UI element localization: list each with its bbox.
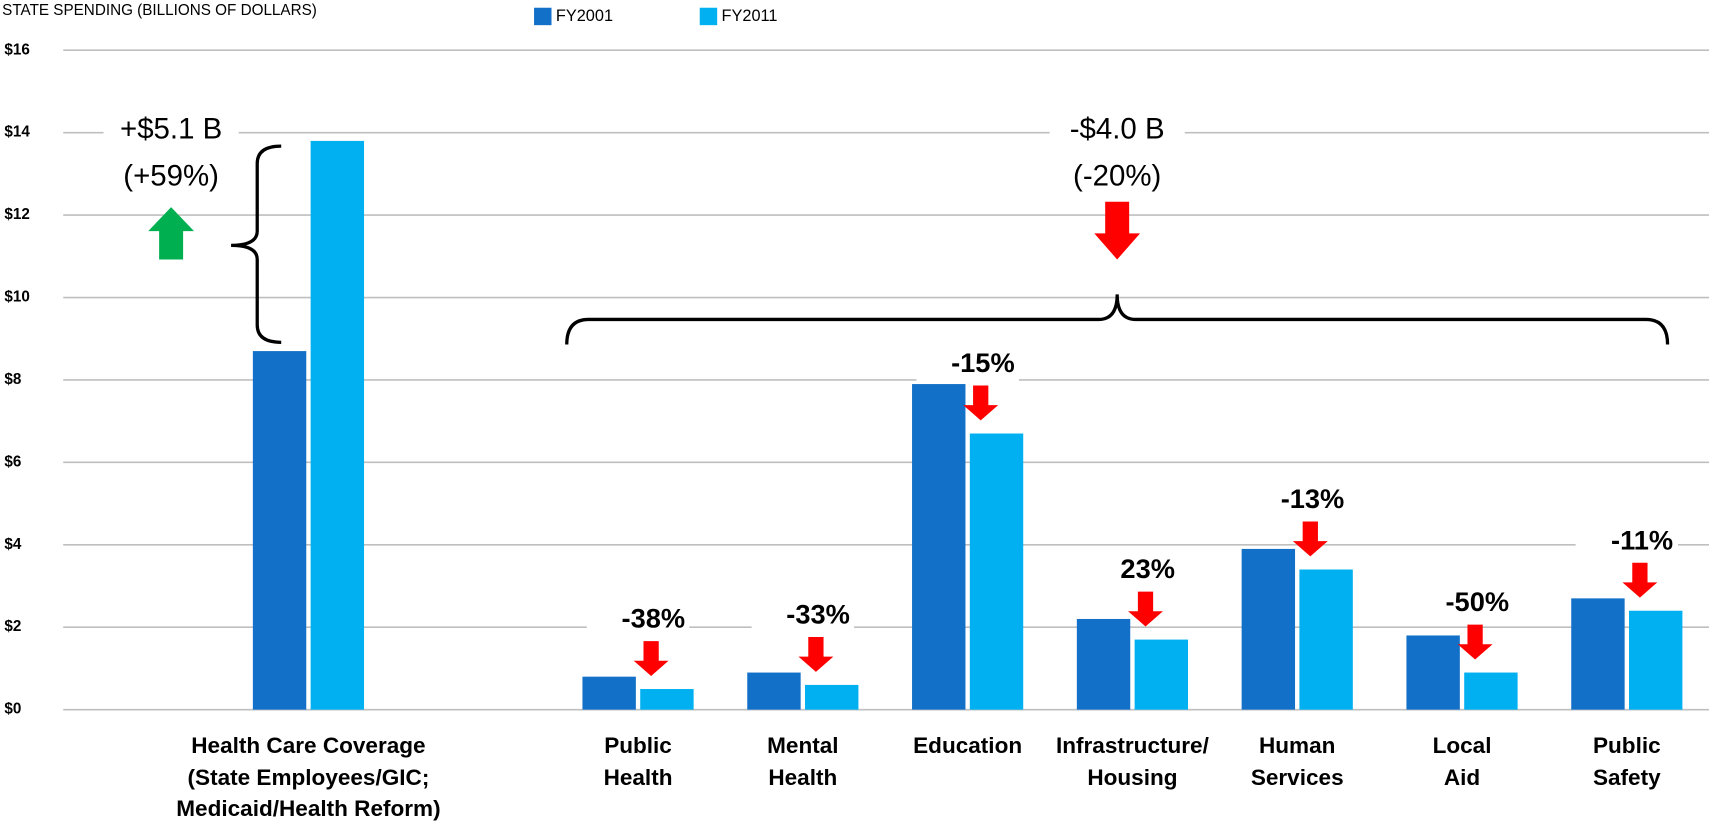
up-arrow bbox=[148, 207, 195, 260]
legend-label: FY2001 bbox=[556, 7, 613, 25]
bar bbox=[640, 689, 694, 710]
x-tick-label: Mental Health bbox=[767, 733, 839, 790]
legend-swatch bbox=[699, 7, 718, 26]
change-label: -50% bbox=[1445, 586, 1509, 617]
y-tick-label: $0 bbox=[4, 701, 21, 718]
legend-swatch bbox=[534, 7, 552, 26]
bar bbox=[747, 672, 801, 710]
annotation: (-20%) bbox=[1073, 160, 1161, 193]
x-tick-label: Education bbox=[913, 733, 1023, 759]
legend-label: FY2011 bbox=[722, 7, 778, 25]
change-label: -33% bbox=[786, 598, 850, 629]
label-bg bbox=[751, 599, 855, 633]
label-bg bbox=[1081, 554, 1184, 588]
label-bg bbox=[103, 158, 239, 198]
bar bbox=[1241, 548, 1296, 710]
label-bg bbox=[103, 111, 239, 151]
x-tick-label: Health Care Coverage (State Employees/GI… bbox=[176, 733, 441, 822]
bar bbox=[1628, 610, 1683, 710]
x-tick-label: Public Health bbox=[603, 733, 673, 790]
label-bg bbox=[916, 348, 1019, 382]
y-tick-label: $12 bbox=[4, 206, 29, 223]
change-arrow bbox=[1622, 562, 1658, 598]
change-label: -38% bbox=[622, 603, 686, 634]
x-tick-label: Local Aid bbox=[1432, 733, 1492, 790]
y-tick-label: $4 bbox=[4, 536, 21, 553]
bar bbox=[1406, 635, 1460, 710]
label-bg bbox=[586, 604, 690, 637]
label-bg bbox=[1246, 484, 1349, 518]
bar bbox=[912, 384, 966, 710]
x-tick-label: Public Safety bbox=[1592, 733, 1661, 790]
y-axis-label: STATE SPENDING (BILLIONS OF DOLLARS) bbox=[2, 2, 317, 19]
bar bbox=[1299, 569, 1353, 710]
bar bbox=[252, 351, 307, 710]
change-arrow bbox=[963, 385, 999, 421]
label-bg bbox=[1049, 111, 1185, 151]
x-tick-label: Infrastructure/ Housing bbox=[1055, 733, 1209, 790]
change-label: 23% bbox=[1120, 553, 1175, 584]
down-arrow bbox=[1094, 201, 1141, 260]
label-bg bbox=[1049, 158, 1185, 198]
bar bbox=[1571, 598, 1625, 710]
bar bbox=[805, 684, 859, 710]
health-brace bbox=[231, 144, 1670, 345]
x-tick-label: Human Services bbox=[1250, 733, 1344, 790]
bar bbox=[582, 676, 636, 710]
bar bbox=[969, 433, 1024, 710]
bar bbox=[1076, 618, 1131, 710]
change-label: -15% bbox=[951, 347, 1015, 378]
y-tick-label: $16 bbox=[4, 41, 29, 58]
bar bbox=[310, 140, 365, 710]
annotation: +$5.1 B bbox=[120, 113, 222, 146]
change-arrow bbox=[1457, 624, 1493, 660]
change-label: -11% bbox=[1611, 524, 1673, 555]
label-bg bbox=[1410, 587, 1514, 621]
change-arrow bbox=[1128, 591, 1163, 627]
change-arrow bbox=[633, 641, 669, 676]
annotation: (+59%) bbox=[123, 160, 219, 193]
bar bbox=[1134, 639, 1189, 710]
y-tick-label: $2 bbox=[4, 618, 21, 635]
y-tick-label: $8 bbox=[4, 371, 21, 388]
y-tick-label: $6 bbox=[4, 453, 21, 470]
bar bbox=[1464, 672, 1518, 710]
y-tick-label: $10 bbox=[4, 289, 29, 306]
change-arrow bbox=[1292, 521, 1328, 557]
annotation: -$4.0 B bbox=[1070, 113, 1165, 146]
y-tick-label: $14 bbox=[4, 124, 30, 141]
label-bg bbox=[1575, 525, 1679, 559]
change-label: -13% bbox=[1281, 483, 1345, 514]
change-arrow bbox=[798, 636, 834, 672]
